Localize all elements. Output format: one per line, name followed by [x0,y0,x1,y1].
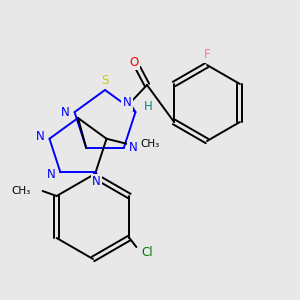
Text: H: H [144,100,152,112]
Text: N: N [92,175,101,188]
Text: O: O [129,56,139,68]
Text: F: F [204,49,210,62]
Text: N: N [123,97,131,110]
Text: N: N [36,130,45,143]
Text: N: N [61,106,70,118]
Text: S: S [101,74,109,88]
Text: CH₃: CH₃ [140,139,160,149]
Text: Cl: Cl [141,245,153,259]
Text: CH₃: CH₃ [11,186,31,196]
Text: N: N [128,141,137,154]
Text: N: N [47,168,56,181]
